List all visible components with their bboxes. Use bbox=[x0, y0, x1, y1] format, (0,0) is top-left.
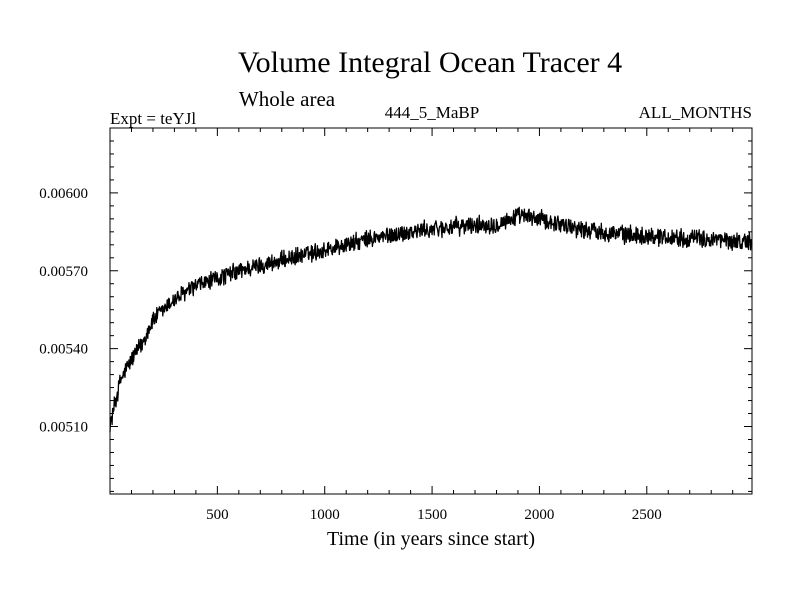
series-line bbox=[109, 206, 753, 433]
plot-area: 500 1000 1500 2000 2500 0.00510 0.00540 0.0057… bbox=[39, 127, 753, 523]
period-label: 444_5_MaBP bbox=[385, 103, 479, 122]
y-tick-label: 0.00540 bbox=[39, 342, 88, 358]
chart-subtitle: Whole area bbox=[239, 87, 336, 111]
x-axis-label: Time (in years since start) bbox=[327, 528, 535, 550]
x-tick-label: 1000 bbox=[310, 507, 340, 523]
x-tick-label: 2000 bbox=[524, 507, 554, 523]
y-tick-label: 0.00570 bbox=[39, 264, 88, 280]
experiment-label: Expt = teYJl bbox=[110, 109, 196, 128]
y-tick-label: 0.00510 bbox=[39, 420, 88, 436]
x-tick-label: 1500 bbox=[417, 507, 447, 523]
x-axis: 500 1000 1500 2000 2500 bbox=[206, 128, 662, 523]
y-axis: 0.00510 0.00540 0.00570 0.00600 bbox=[39, 186, 752, 436]
months-label: ALL_MONTHS bbox=[639, 103, 752, 122]
y-tick-label: 0.00600 bbox=[39, 186, 88, 202]
minor-ticks bbox=[110, 127, 752, 494]
x-tick-label: 2500 bbox=[632, 507, 662, 523]
x-tick-label: 500 bbox=[206, 507, 229, 523]
chart-title: Volume Integral Ocean Tracer 4 bbox=[238, 46, 622, 79]
plot-frame bbox=[109, 127, 753, 495]
